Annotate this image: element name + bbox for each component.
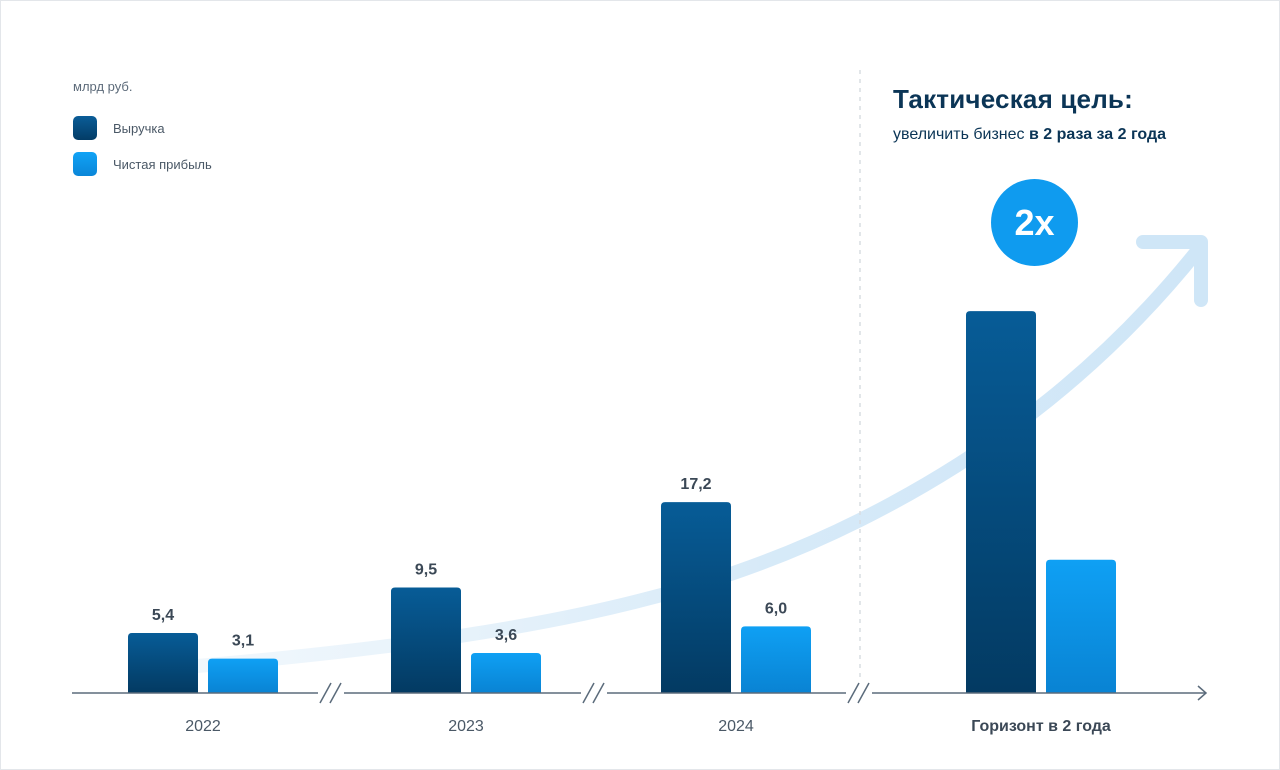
goal-subtitle-bold: в 2 раза за 2 года bbox=[1028, 126, 1167, 143]
growth-badge: 2x bbox=[991, 179, 1078, 266]
bar-profit-1 bbox=[471, 653, 541, 693]
bar-profit-3 bbox=[1046, 559, 1116, 693]
x-axis-arrow-icon bbox=[1197, 685, 1208, 701]
legend-label-profit: Чистая прибыль bbox=[113, 156, 212, 172]
goal-title: Тактическая цель: bbox=[893, 84, 1133, 114]
bar-profit-0 bbox=[208, 658, 278, 693]
legend-swatch-revenue bbox=[73, 116, 97, 140]
goal-subtitle: увеличить бизнес в 2 раза за 2 года bbox=[893, 126, 1166, 144]
x-tick-label-1: 2023 bbox=[448, 718, 484, 735]
axis-break-3 bbox=[846, 682, 872, 704]
data-label-profit-2: 6,0 bbox=[765, 600, 787, 617]
growth-arrow-head bbox=[1136, 235, 1208, 307]
legend-item-revenue: Выручка bbox=[73, 116, 165, 140]
data-label-revenue-1: 9,5 bbox=[415, 562, 437, 579]
data-label-profit-1: 3,6 bbox=[495, 627, 517, 644]
data-label-revenue-0: 5,4 bbox=[152, 607, 174, 624]
bar-revenue-0 bbox=[128, 633, 198, 693]
legend-swatch-profit bbox=[73, 152, 97, 176]
bar-revenue-1 bbox=[391, 587, 461, 693]
x-tick-label-0: 2022 bbox=[185, 718, 221, 735]
bar-profit-2 bbox=[741, 626, 811, 693]
axis-break-1 bbox=[318, 682, 344, 704]
data-label-revenue-2: 17,2 bbox=[680, 476, 711, 493]
bar-revenue-3 bbox=[966, 311, 1036, 693]
x-tick-label-3: Горизонт в 2 года bbox=[971, 718, 1111, 735]
data-label-profit-0: 3,1 bbox=[232, 633, 254, 650]
bar-revenue-2 bbox=[661, 502, 731, 693]
legend-item-profit: Чистая прибыль bbox=[73, 152, 212, 176]
unit-label: млрд руб. bbox=[73, 79, 133, 94]
goal-subtitle-plain: увеличить бизнес bbox=[893, 126, 1029, 143]
x-tick-label-2: 2024 bbox=[718, 718, 754, 735]
legend-label-revenue: Выручка bbox=[113, 120, 165, 136]
axis-break-2 bbox=[581, 682, 607, 704]
